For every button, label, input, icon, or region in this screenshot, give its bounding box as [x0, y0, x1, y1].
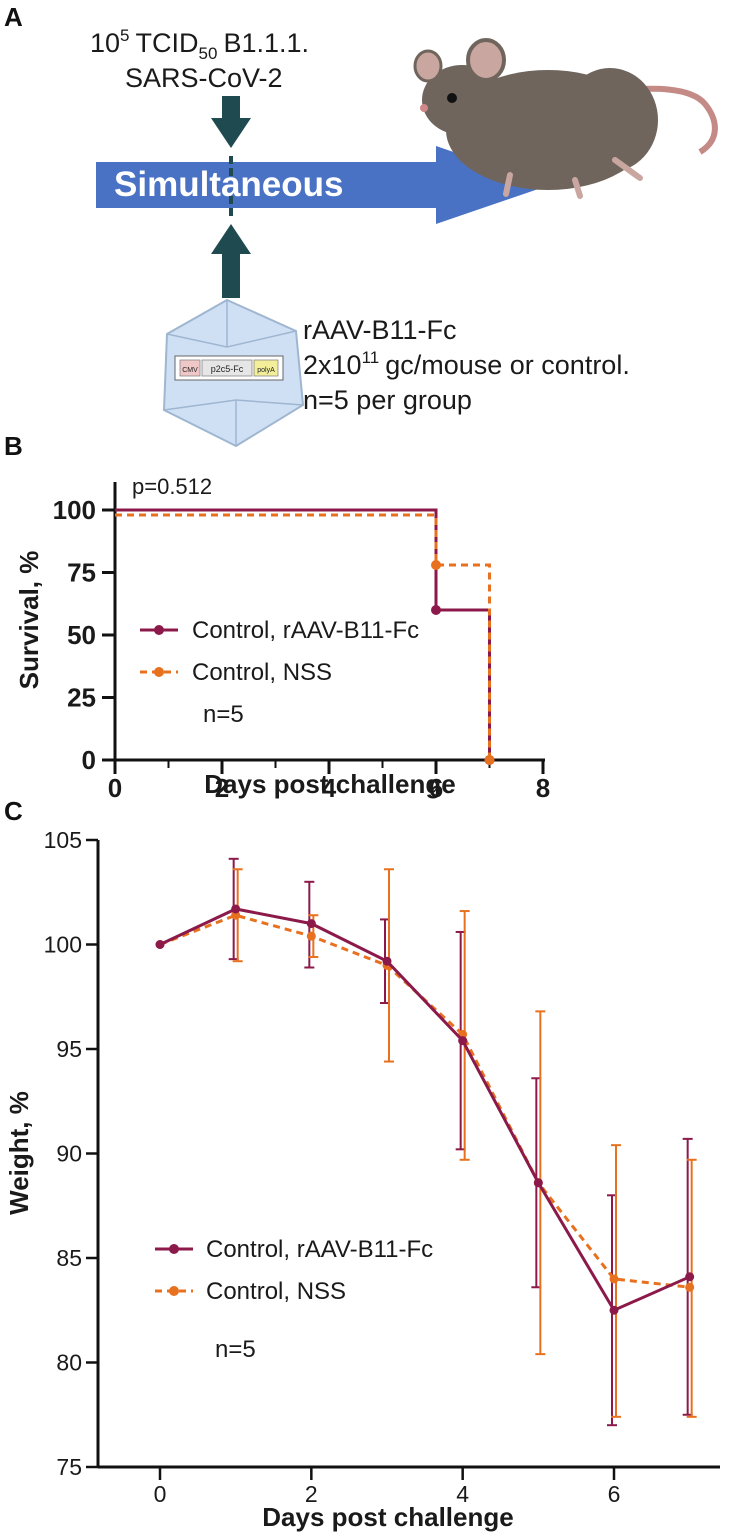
survival-y-title: Survival, %: [14, 551, 44, 690]
survival-ticks: 0 25 50 75 100 0 2 4 6 8: [53, 495, 551, 803]
y-tick-label: 75: [56, 1454, 82, 1480]
simultaneous-arrow: [96, 146, 550, 224]
data-point: [231, 904, 241, 914]
dash-mark: [229, 196, 233, 204]
y-tick-label: 75: [67, 558, 96, 588]
y-tick-label: 0: [82, 745, 96, 775]
survival-x-title: Days post challenge: [204, 769, 455, 799]
weight-legend: Control, rAAV-B11-Fc Control, NSS n=5: [155, 1236, 433, 1363]
y-tick-label: 50: [67, 620, 96, 650]
legend-marker-rAAV: [169, 1244, 179, 1254]
legend-n-note: n=5: [215, 1336, 256, 1363]
group-size-label: n=5 per group: [303, 385, 472, 415]
survival-legend: Control, rAAV-B11-Fc Control, NSS n=5: [140, 617, 419, 728]
panel-a-letter: A: [4, 2, 23, 32]
legend-label-rAAV: Control, rAAV-B11-Fc: [192, 617, 419, 644]
vector-name-label: rAAV-B11-Fc: [303, 315, 457, 345]
vector-up-arrow-icon: [211, 224, 251, 298]
y-tick-label: 100: [53, 495, 96, 525]
legend-label-NSS: Control, NSS: [192, 659, 332, 686]
data-point: [155, 940, 165, 949]
legend-marker-NSS: [154, 667, 164, 677]
data-point: [458, 1036, 468, 1046]
panel-c: C 75 80 85 90 95 100 105 0 2 4 6 Days post challen…: [4, 796, 720, 1532]
panel-b: B 0 25 50 75 100 0 2 4 6 8 p=0.512 Days post chal…: [4, 431, 550, 803]
virus-down-arrow-icon: [211, 96, 251, 148]
data-point: [306, 919, 316, 929]
data-point: [382, 956, 392, 966]
series-line-rAAV: [159, 907, 691, 1313]
data-point: [484, 755, 495, 765]
weight-x-title: Days post challenge: [262, 1502, 513, 1532]
y-tick-label: 105: [44, 827, 82, 853]
survival-p-value: p=0.512: [132, 474, 212, 499]
construct-gene: p2c5-Fc: [211, 364, 244, 374]
capsid-icon: CMV p2c5-Fc polyA: [162, 298, 305, 448]
dash-mark: [229, 208, 233, 216]
data-point: [685, 1272, 695, 1282]
weight-series: [155, 857, 697, 1427]
survival-series: [115, 508, 495, 765]
panel-b-letter: B: [4, 431, 23, 461]
data-point: [231, 910, 241, 920]
legend-n-note: n=5: [203, 701, 244, 728]
panel-c-letter: C: [4, 796, 23, 826]
legend-label-rAAV: Control, rAAV-B11-Fc: [206, 1236, 433, 1263]
weight-y-title: Weight, %: [4, 1091, 34, 1215]
y-tick-label: 85: [56, 1245, 82, 1271]
series-line-NSS: [159, 913, 690, 1289]
x-tick-label: 2: [305, 1481, 318, 1507]
y-tick-label: 95: [56, 1036, 82, 1062]
mouse-icon: [413, 38, 718, 199]
legend-marker-NSS: [169, 1286, 179, 1296]
data-point: [609, 1305, 619, 1315]
x-tick-label: 0: [108, 773, 122, 803]
vector-dose-label: 2x1011 gc/mouse or control.: [303, 348, 630, 380]
weight-ticks: 75 80 85 90 95 100 105 0 2 4 6: [44, 827, 621, 1507]
dash-mark: [229, 156, 233, 164]
legend-marker-rAAV: [154, 625, 164, 635]
x-tick-label: 8: [536, 773, 550, 803]
y-tick-label: 100: [44, 932, 82, 958]
data-point: [306, 931, 316, 941]
x-tick-label: 4: [322, 773, 337, 803]
x-tick-label: 0: [154, 1481, 167, 1507]
data-point: [431, 560, 441, 570]
data-point: [685, 1282, 695, 1292]
x-tick-label: 2: [215, 773, 229, 803]
panel-a: A 105 TCID50 B1.1.1. SARS-CoV-2 Simultaneo…: [4, 2, 718, 448]
y-tick-label: 25: [67, 683, 96, 713]
x-tick-label: 6: [608, 1481, 621, 1507]
legend-label-NSS: Control, NSS: [206, 1278, 346, 1305]
simultaneous-label: Simultaneous: [114, 165, 343, 204]
y-tick-label: 80: [56, 1350, 82, 1376]
y-tick-label: 90: [56, 1141, 82, 1167]
virus-name-label: SARS-CoV-2: [125, 63, 283, 93]
construct-polya: polyA: [257, 367, 275, 374]
x-tick-label: 6: [429, 773, 443, 803]
data-point: [431, 605, 441, 615]
data-point: [609, 1274, 619, 1284]
construct-promoter: CMV: [182, 367, 198, 374]
dash-mark: [229, 168, 233, 176]
data-point: [533, 1178, 543, 1188]
x-tick-label: 4: [456, 1481, 469, 1507]
virus-dose-label: 105 TCID50 B1.1.1.: [90, 26, 309, 63]
